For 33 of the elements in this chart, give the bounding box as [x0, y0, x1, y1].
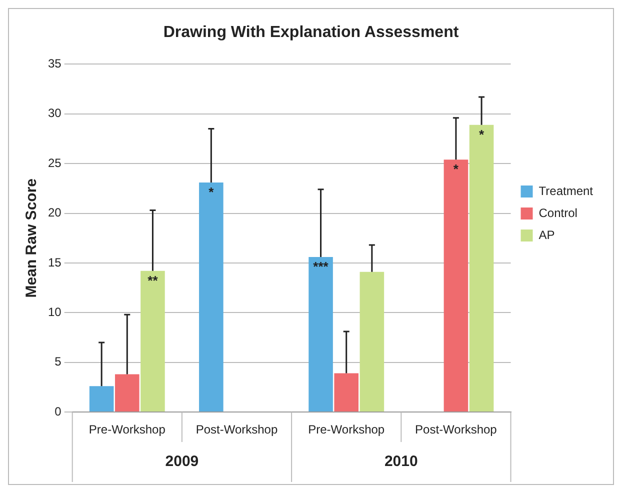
text: 2009 [165, 453, 199, 470]
chart-title: Drawing With Explanation Assessment [163, 24, 460, 42]
legend-label: AP [538, 228, 555, 242]
bar [444, 160, 468, 412]
data-label: ** [148, 272, 159, 288]
y-axis-title: Mean Raw Score [23, 178, 40, 298]
bar [199, 182, 224, 412]
x-tick-label: Pre-Workshop [308, 422, 385, 436]
text: 2010 [384, 453, 418, 470]
y-tick-label: 10 [48, 304, 62, 319]
y-tick-label: 0 [54, 404, 62, 418]
y-tick-label: 30 [48, 106, 62, 120]
bar [334, 373, 359, 412]
bar [360, 272, 384, 412]
y-tick-label: 5 [54, 354, 62, 369]
bar [89, 386, 114, 412]
data-label: * [479, 126, 485, 142]
data-label: * [453, 162, 460, 177]
y-tick-label: 25 [48, 156, 62, 170]
x-tick-label: Post-Workshop [196, 422, 278, 436]
legend-label: Control [538, 206, 578, 220]
legend-label: Treatment [538, 184, 594, 198]
y-tick-label: 20 [48, 206, 62, 220]
bar [469, 124, 494, 412]
data-label: * [208, 184, 215, 200]
bar [140, 270, 165, 412]
x-tick-label: Pre-Workshop [88, 422, 166, 436]
data-label: *** [313, 259, 330, 274]
bar [115, 374, 140, 412]
y-tick-label: 15 [48, 255, 62, 270]
x-tick-label: Post-Workshop [415, 422, 498, 436]
bar [308, 256, 333, 412]
y-tick-label: 35 [48, 56, 62, 71]
